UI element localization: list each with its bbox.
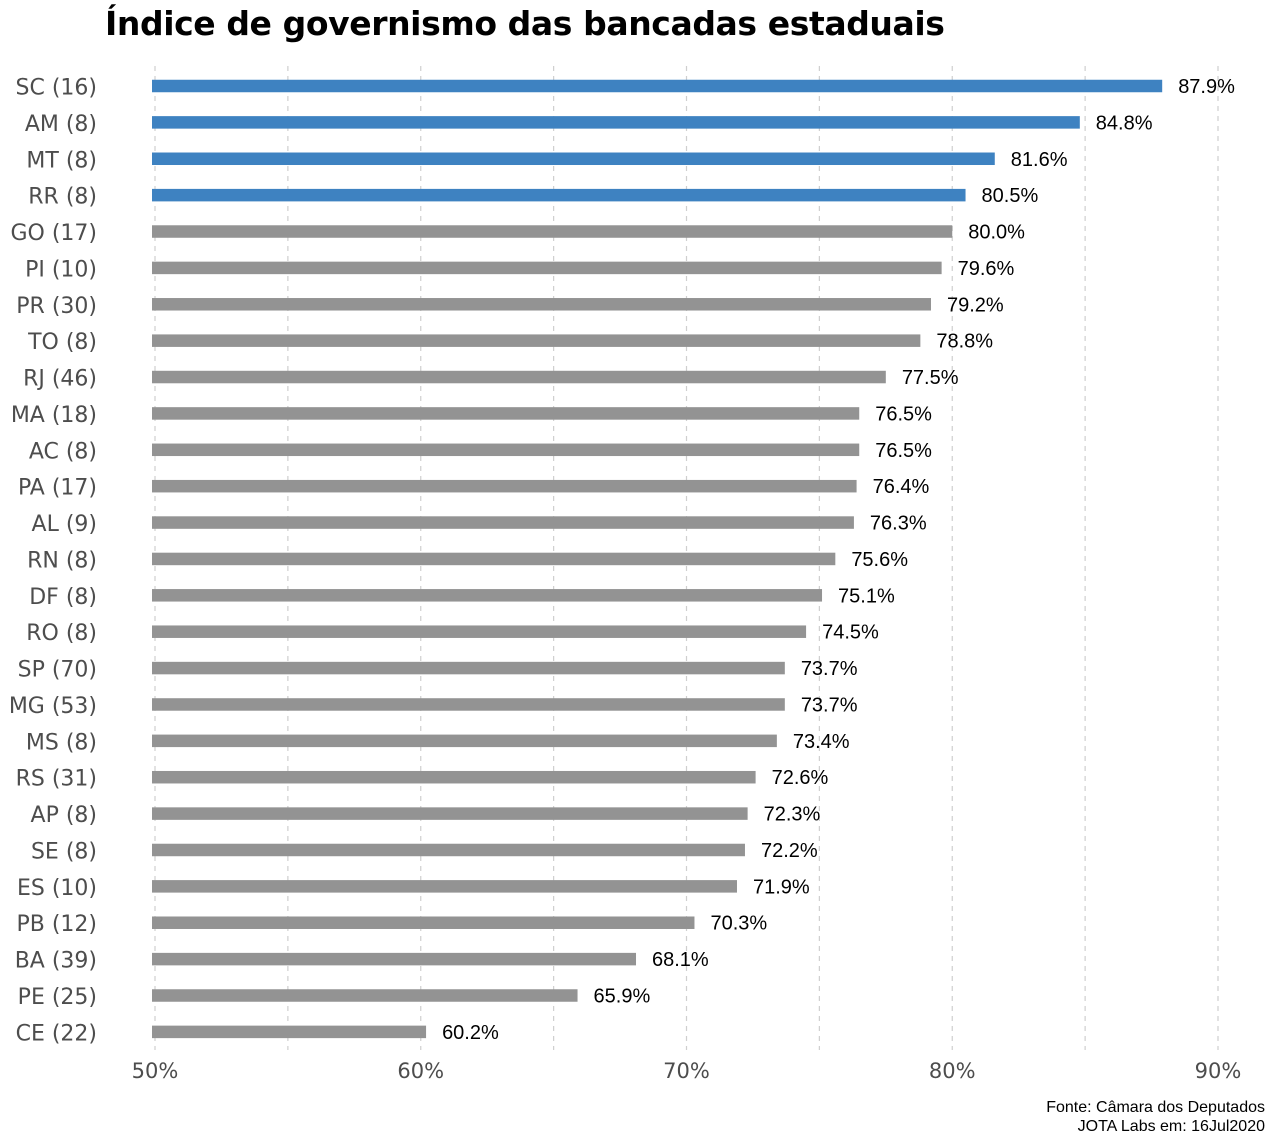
category-label-17: MG (53) — [9, 694, 97, 719]
value-label-7: 78.8% — [936, 331, 993, 353]
value-label-11: 76.4% — [873, 476, 930, 498]
value-label-15: 74.5% — [822, 622, 879, 644]
category-label-16: SP (70) — [18, 658, 97, 683]
bar-9 — [152, 407, 860, 420]
source-line-1: Fonte: Câmara dos Deputados — [1046, 1099, 1265, 1116]
category-label-2: MT (8) — [26, 148, 97, 173]
category-label-12: AL (9) — [32, 512, 97, 537]
value-label-9: 76.5% — [875, 403, 932, 425]
category-label-23: PB (12) — [16, 912, 97, 937]
value-label-13: 75.6% — [851, 549, 908, 571]
value-label-22: 71.9% — [753, 876, 810, 898]
category-label-22: ES (10) — [17, 876, 97, 901]
bar-4 — [152, 225, 953, 238]
value-label-20: 72.3% — [764, 804, 821, 826]
bar-0 — [152, 79, 1163, 93]
value-label-16: 73.7% — [801, 658, 858, 680]
bar-6 — [152, 298, 931, 311]
category-label-18: MS (8) — [26, 730, 97, 755]
chart-title: Índice de governismo das bancadas estadu… — [105, 4, 945, 43]
bar-20 — [152, 807, 748, 820]
bar-26 — [152, 1025, 427, 1039]
value-label-1: 84.8% — [1096, 112, 1153, 134]
category-label-6: PR (30) — [16, 294, 97, 319]
bar-18 — [152, 734, 777, 748]
bar-21 — [152, 843, 745, 857]
value-label-21: 72.2% — [761, 840, 818, 862]
category-labels: SC (16) AM (8) MT (8) RR (8) GO (17) PI (10) P… — [9, 76, 97, 1047]
bar-23 — [152, 916, 695, 929]
bar-5 — [152, 261, 942, 275]
bar-2 — [152, 152, 995, 166]
value-label-19: 72.6% — [772, 767, 829, 789]
category-label-0: SC (16) — [16, 76, 97, 101]
bar-13 — [152, 552, 836, 566]
bar-16 — [152, 661, 785, 675]
bar-1 — [152, 116, 1080, 129]
bar-19 — [152, 770, 756, 784]
value-label-0: 87.9% — [1178, 76, 1235, 98]
value-label-6: 79.2% — [947, 294, 1004, 316]
value-label-18: 73.4% — [793, 731, 850, 753]
bar-24 — [152, 952, 637, 966]
category-label-5: PI (10) — [25, 257, 97, 282]
category-label-13: RN (8) — [27, 548, 97, 573]
category-label-19: RS (31) — [16, 767, 97, 792]
category-label-9: MA (18) — [11, 403, 97, 428]
bar-17 — [152, 698, 785, 711]
bar-12 — [152, 516, 854, 529]
category-label-10: AC (8) — [29, 439, 97, 464]
bar-22 — [152, 880, 737, 893]
x-tick-label-70: 70% — [663, 1059, 710, 1083]
value-label-24: 68.1% — [652, 949, 709, 971]
value-label-3: 80.5% — [982, 185, 1039, 207]
bar-7 — [152, 334, 921, 347]
value-labels: 87.9% 84.8% 81.6% 80.5% 80.0% 79.6% 79.2% 78.8%… — [442, 76, 1235, 1044]
value-label-23: 70.3% — [710, 913, 767, 935]
bar-3 — [152, 188, 966, 202]
category-label-20: AP (8) — [31, 803, 97, 828]
x-tick-label-60: 60% — [397, 1059, 444, 1083]
value-label-8: 77.5% — [902, 367, 959, 389]
bars — [152, 79, 1163, 1039]
x-tick-label-80: 80% — [929, 1059, 976, 1083]
source-line-2: JOTA Labs em: 16Jul2020 — [1077, 1118, 1265, 1135]
x-axis-tick-labels: 50% 60% 70% 80% 90% — [132, 1059, 1242, 1083]
value-label-5: 79.6% — [958, 258, 1015, 280]
value-label-25: 65.9% — [594, 986, 651, 1008]
x-tick-label-90: 90% — [1195, 1059, 1242, 1083]
bar-8 — [152, 370, 886, 384]
x-tick-label-50: 50% — [132, 1059, 179, 1083]
bar-10 — [152, 443, 860, 457]
value-label-26: 60.2% — [442, 1022, 499, 1044]
value-label-14: 75.1% — [838, 585, 895, 607]
category-label-14: DF (8) — [29, 585, 97, 610]
category-label-8: RJ (46) — [23, 367, 97, 392]
category-label-15: RO (8) — [26, 621, 97, 646]
category-label-24: BA (39) — [15, 949, 97, 974]
bar-11 — [152, 479, 857, 493]
value-label-17: 73.7% — [801, 694, 858, 716]
category-label-3: RR (8) — [28, 185, 97, 210]
bar-25 — [152, 989, 578, 1002]
value-label-10: 76.5% — [875, 440, 932, 462]
category-label-11: PA (17) — [18, 476, 97, 501]
category-label-26: CE (22) — [16, 1021, 97, 1046]
category-label-25: PE (25) — [18, 985, 97, 1010]
value-label-4: 80.0% — [968, 222, 1025, 244]
value-label-2: 81.6% — [1011, 149, 1068, 171]
value-label-12: 76.3% — [870, 513, 927, 535]
category-label-4: GO (17) — [10, 221, 97, 246]
category-label-7: TO (8) — [27, 330, 97, 355]
bar-15 — [152, 625, 807, 638]
category-label-21: SE (8) — [31, 839, 97, 864]
source-note: Fonte: Câmara dos Deputados JOTA Labs em… — [1046, 1098, 1265, 1136]
category-label-1: AM (8) — [25, 112, 97, 137]
bar-14 — [152, 589, 823, 602]
